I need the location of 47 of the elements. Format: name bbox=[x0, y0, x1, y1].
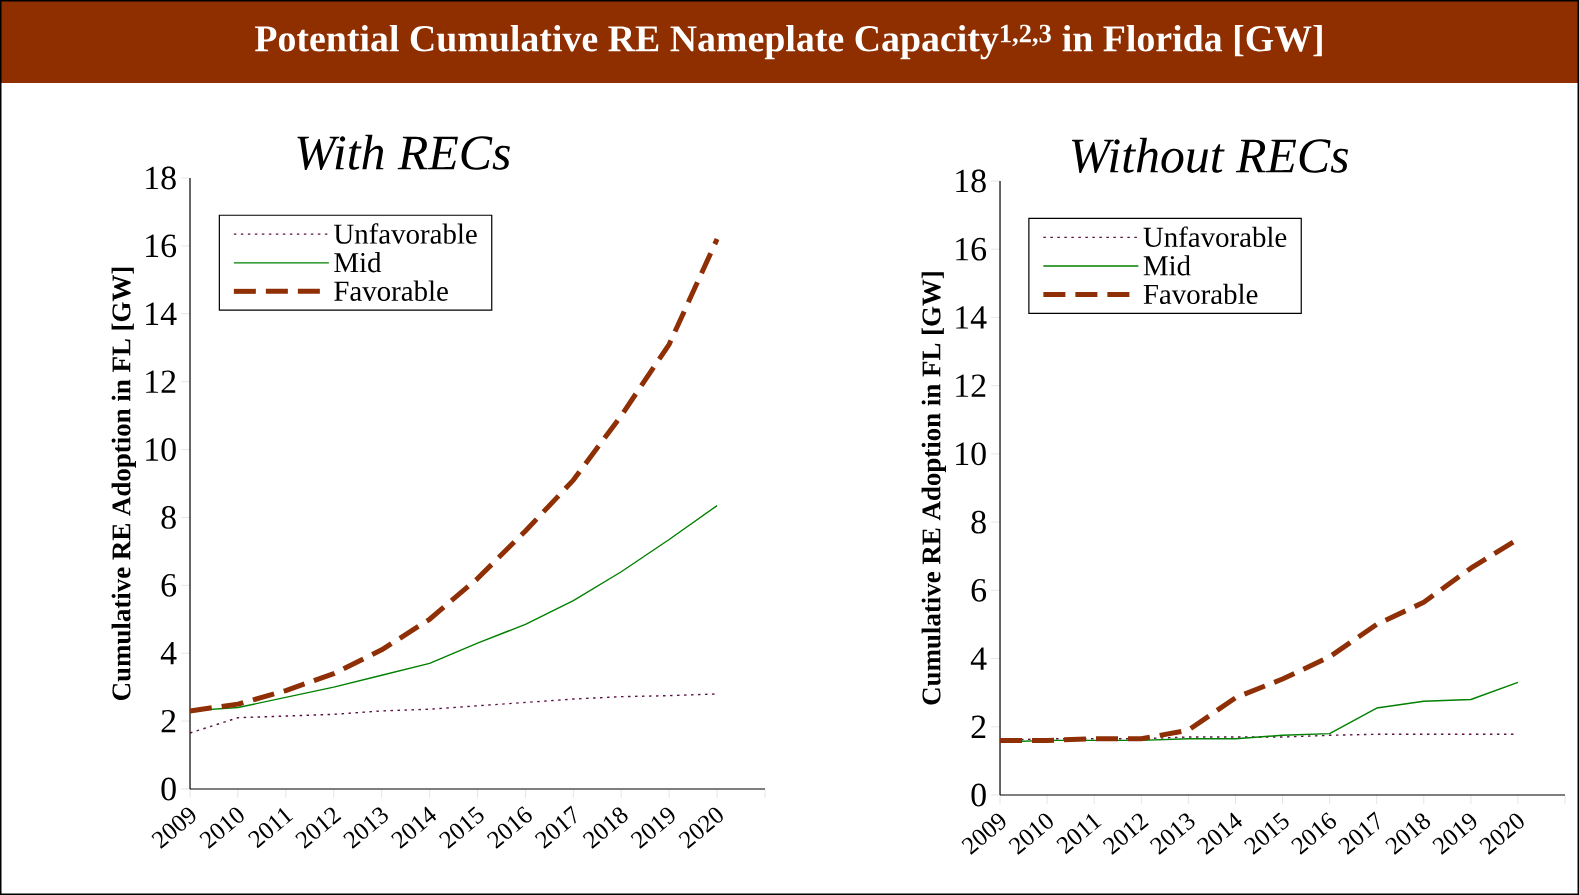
y-tick-label: 16 bbox=[956, 237, 987, 261]
x-tick-label: 2018 bbox=[1385, 813, 1431, 855]
y-tick-label: 0 bbox=[971, 783, 986, 807]
x-tick-label: 2013 bbox=[343, 807, 388, 849]
y-tick-label: 18 bbox=[146, 166, 176, 190]
chart-title: Without RECs bbox=[1071, 137, 1349, 174]
text: Potential Cumulative RE Nameplate Capacity$^{1,2,3}$ in Florida [GW] bbox=[254, 24, 1322, 60]
y-tick-label: 8 bbox=[971, 510, 986, 534]
y-tick-label: 14 bbox=[146, 302, 177, 325]
legend-label: Unfavorable bbox=[1143, 226, 1287, 248]
x-tick-label: 2011 bbox=[1056, 814, 1102, 855]
y-tick-label: 6 bbox=[971, 578, 987, 602]
chart-title: With RECs bbox=[297, 134, 510, 171]
y-tick-label: 4 bbox=[160, 642, 177, 665]
y-tick-label: 12 bbox=[146, 370, 176, 393]
y-tick-label: 2 bbox=[161, 709, 176, 733]
x-tick-label: 2010 bbox=[1008, 813, 1053, 855]
y-tick-label: 4 bbox=[970, 647, 987, 670]
y-tick-label: 12 bbox=[956, 374, 986, 397]
legend-label: Favorable bbox=[334, 280, 448, 301]
x-tick-label: 2020 bbox=[678, 807, 723, 849]
x-tick-label: 2012 bbox=[295, 807, 342, 849]
x-tick-label: 2009 bbox=[151, 807, 196, 849]
y-tick-label: 6 bbox=[161, 573, 177, 597]
y-tick-label: 2 bbox=[971, 715, 986, 738]
legend-label: Unfavorable bbox=[333, 223, 477, 244]
y-tick-label: 8 bbox=[161, 506, 176, 529]
y-tick-label: 0 bbox=[161, 777, 176, 801]
x-tick-label: 2012 bbox=[1102, 813, 1149, 855]
y-tick-label: 10 bbox=[956, 442, 986, 466]
x-tick-label: 2018 bbox=[582, 807, 628, 849]
y-axis-title: Cumulative RE Adoption in FL [GW] bbox=[921, 272, 946, 705]
x-tick-label: 2011 bbox=[248, 808, 294, 849]
x-tick-label: 2020 bbox=[1479, 813, 1524, 855]
y-tick-label: 14 bbox=[956, 306, 987, 329]
legend-label: Favorable bbox=[1143, 283, 1258, 305]
legend-label: Mid bbox=[1143, 255, 1191, 276]
x-tick-label: 2010 bbox=[199, 807, 244, 849]
x-tick-label: 2019 bbox=[630, 807, 675, 849]
legend-label: Mid bbox=[334, 252, 382, 273]
x-tick-label: 2013 bbox=[1149, 813, 1195, 855]
x-tick-label: 2019 bbox=[1432, 813, 1477, 855]
y-tick-label: 16 bbox=[146, 234, 177, 258]
x-tick-label: 2009 bbox=[961, 813, 1006, 855]
y-axis-title: Cumulative RE Adoption in FL [GW] bbox=[111, 267, 136, 701]
y-tick-label: 10 bbox=[146, 438, 176, 461]
y-tick-label: 18 bbox=[956, 169, 986, 193]
